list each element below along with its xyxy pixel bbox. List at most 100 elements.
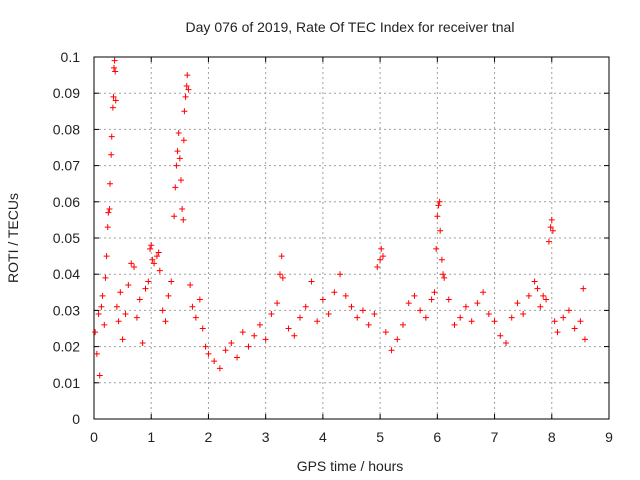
x-tick-label: 3 (262, 429, 270, 445)
grid-lines (94, 57, 609, 419)
data-point (109, 104, 116, 111)
chart-title: Day 076 of 2019, Rate Of TEC Index for r… (186, 19, 515, 35)
y-axis-label: ROTI / TECUs (5, 193, 21, 283)
x-axis-label: GPS time / hours (297, 458, 404, 474)
x-tick-label: 5 (376, 429, 384, 445)
y-tick-label: 0.07 (53, 158, 80, 174)
data-point (434, 213, 441, 220)
data-point (374, 263, 381, 270)
data-point (148, 242, 155, 249)
data-point (115, 318, 122, 325)
data-point (308, 278, 315, 285)
data-point (437, 227, 444, 234)
data-point (174, 148, 181, 155)
y-tick-label: 0.04 (53, 266, 80, 282)
data-point (285, 325, 292, 332)
data-point (131, 263, 138, 270)
x-tick-label: 6 (433, 429, 441, 445)
y-tick-label: 0.06 (53, 194, 80, 210)
data-point (337, 271, 344, 278)
data-point (183, 82, 190, 89)
data-point (531, 278, 538, 285)
data-point (331, 289, 338, 296)
data-point (365, 321, 372, 328)
data-point (151, 260, 158, 267)
data-point (104, 224, 111, 231)
data-point (202, 343, 209, 350)
data-point (165, 292, 172, 299)
data-point (168, 278, 175, 285)
data-point (102, 274, 109, 281)
data-point (422, 314, 429, 321)
data-point (445, 296, 452, 303)
data-point (431, 289, 438, 296)
data-point (394, 336, 401, 343)
data-point (173, 162, 180, 169)
data-point (547, 224, 554, 231)
data-point (514, 300, 521, 307)
data-point (222, 347, 229, 354)
x-tick-label: 1 (147, 429, 155, 445)
data-point (153, 253, 160, 260)
data-point (503, 339, 509, 346)
data-point (111, 57, 118, 64)
data-point (189, 303, 196, 310)
data-point (549, 227, 556, 234)
data-point (580, 285, 587, 292)
data-point (359, 307, 366, 314)
data-point (571, 325, 578, 332)
data-point (180, 216, 187, 223)
data-point (179, 206, 186, 213)
data-point (176, 155, 183, 162)
data-point (545, 238, 552, 245)
x-tick-label: 7 (491, 429, 499, 445)
x-tick-label: 2 (205, 429, 213, 445)
data-point (182, 93, 189, 100)
data-point (577, 318, 584, 325)
data-point (133, 314, 140, 321)
data-point (441, 274, 448, 281)
data-point (185, 86, 192, 93)
data-point (551, 318, 558, 325)
data-point (128, 260, 135, 267)
data-point (216, 365, 223, 372)
data-point (156, 267, 163, 274)
data-point (525, 292, 532, 299)
data-point (99, 292, 106, 299)
data-point (565, 307, 572, 314)
data-point (136, 296, 143, 303)
data-point (199, 325, 206, 332)
data-point (181, 108, 188, 115)
data-point (205, 350, 212, 357)
data-point (276, 271, 283, 278)
data-point (440, 271, 447, 278)
data-point (497, 332, 504, 339)
data-point (245, 343, 252, 350)
data-point (371, 311, 378, 318)
data-point (105, 209, 112, 216)
data-point (256, 321, 263, 328)
data-point (149, 256, 156, 263)
data-point (411, 292, 418, 299)
data-point (107, 180, 114, 187)
data-point (436, 198, 443, 205)
data-point (468, 318, 475, 325)
data-point (145, 278, 152, 285)
data-point (268, 311, 275, 318)
data-point (184, 72, 191, 79)
data-point (382, 329, 389, 336)
data-point (388, 347, 395, 354)
data-point (98, 303, 105, 310)
plot-frame (93, 56, 610, 420)
data-point (537, 303, 544, 310)
data-point (108, 151, 115, 158)
x-tick-label: 9 (605, 429, 613, 445)
data-point (251, 332, 258, 339)
data-point (560, 314, 567, 321)
data-point (554, 329, 561, 336)
data-point (93, 350, 100, 357)
data-point (278, 253, 285, 260)
data-point (108, 133, 115, 140)
data-point (142, 285, 149, 292)
data-point (325, 311, 332, 318)
